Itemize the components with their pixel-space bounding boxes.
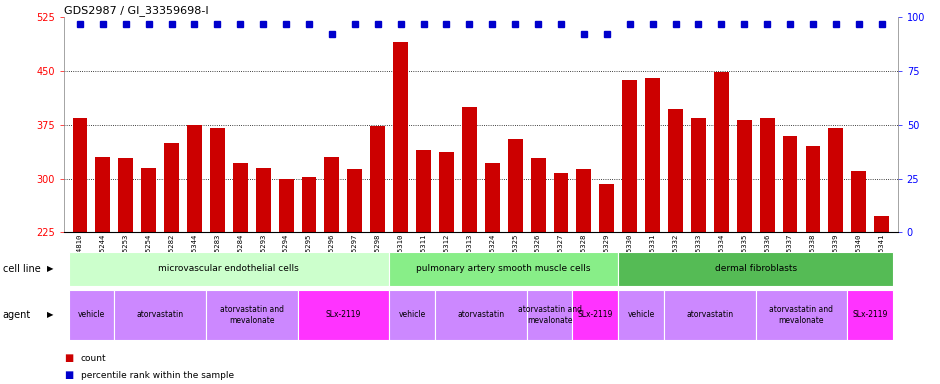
Bar (393, 42, 408, 384)
Bar (713, 73, 728, 384)
Bar (668, 109, 683, 384)
Bar (141, 168, 156, 384)
Text: ▶: ▶ (47, 264, 54, 273)
Text: microvascular endothelial cells: microvascular endothelial cells (159, 264, 299, 273)
Bar (69, 290, 115, 340)
Bar (600, 184, 614, 384)
Bar (210, 128, 225, 384)
Text: cell line: cell line (3, 264, 40, 274)
Text: vehicle: vehicle (78, 310, 105, 319)
Text: vehicle: vehicle (628, 310, 655, 319)
Bar (576, 169, 591, 384)
Bar (115, 290, 206, 340)
Text: atorvastatin and
mevalonate: atorvastatin and mevalonate (770, 305, 834, 324)
Bar (847, 290, 893, 340)
Bar (572, 290, 619, 340)
Bar (756, 290, 847, 340)
Bar (806, 146, 821, 384)
Bar (760, 118, 775, 384)
Bar (416, 150, 431, 384)
Bar (96, 157, 110, 384)
Bar (691, 118, 706, 384)
Bar (206, 290, 298, 340)
Bar (72, 118, 87, 384)
Bar (645, 78, 660, 384)
Bar (278, 179, 293, 384)
Bar (302, 177, 317, 384)
Text: count: count (81, 354, 106, 363)
Bar (531, 159, 545, 384)
Bar (439, 152, 454, 384)
Text: ▶: ▶ (47, 310, 54, 319)
Bar (389, 290, 435, 340)
Bar (435, 290, 526, 340)
Bar (619, 252, 893, 286)
Text: dermal fibroblasts: dermal fibroblasts (714, 264, 797, 273)
Bar (164, 143, 179, 384)
Text: atorvastatin: atorvastatin (686, 310, 733, 319)
Bar (256, 168, 271, 384)
Bar (664, 290, 756, 340)
Text: SLx-2119: SLx-2119 (853, 310, 888, 319)
Bar (485, 163, 500, 384)
Bar (187, 125, 202, 384)
Text: SLx-2119: SLx-2119 (325, 310, 361, 319)
Bar (852, 171, 866, 384)
Text: atorvastatin: atorvastatin (457, 310, 505, 319)
Text: SLx-2119: SLx-2119 (578, 310, 613, 319)
Text: vehicle: vehicle (399, 310, 426, 319)
Bar (324, 157, 339, 384)
Bar (783, 136, 797, 384)
Bar (233, 163, 248, 384)
Bar (554, 173, 569, 384)
Bar (69, 252, 389, 286)
Bar (828, 128, 843, 384)
Text: atorvastatin and
mevalonate: atorvastatin and mevalonate (518, 305, 582, 324)
Bar (348, 169, 362, 384)
Text: atorvastatin: atorvastatin (136, 310, 183, 319)
Text: percentile rank within the sample: percentile rank within the sample (81, 371, 234, 380)
Bar (118, 159, 133, 384)
Bar (370, 126, 385, 384)
Bar (526, 290, 572, 340)
Bar (389, 252, 619, 286)
Text: agent: agent (3, 310, 31, 320)
Bar (298, 290, 389, 340)
Bar (508, 139, 523, 384)
Bar (874, 216, 889, 384)
Text: GDS2987 / GI_33359698-I: GDS2987 / GI_33359698-I (64, 5, 209, 16)
Text: atorvastatin and
mevalonate: atorvastatin and mevalonate (220, 305, 284, 324)
Bar (622, 79, 637, 384)
Bar (619, 290, 664, 340)
Text: ■: ■ (64, 370, 73, 380)
Text: pulmonary artery smooth muscle cells: pulmonary artery smooth muscle cells (416, 264, 591, 273)
Bar (737, 120, 752, 384)
Text: ■: ■ (64, 353, 73, 363)
Bar (462, 107, 477, 384)
